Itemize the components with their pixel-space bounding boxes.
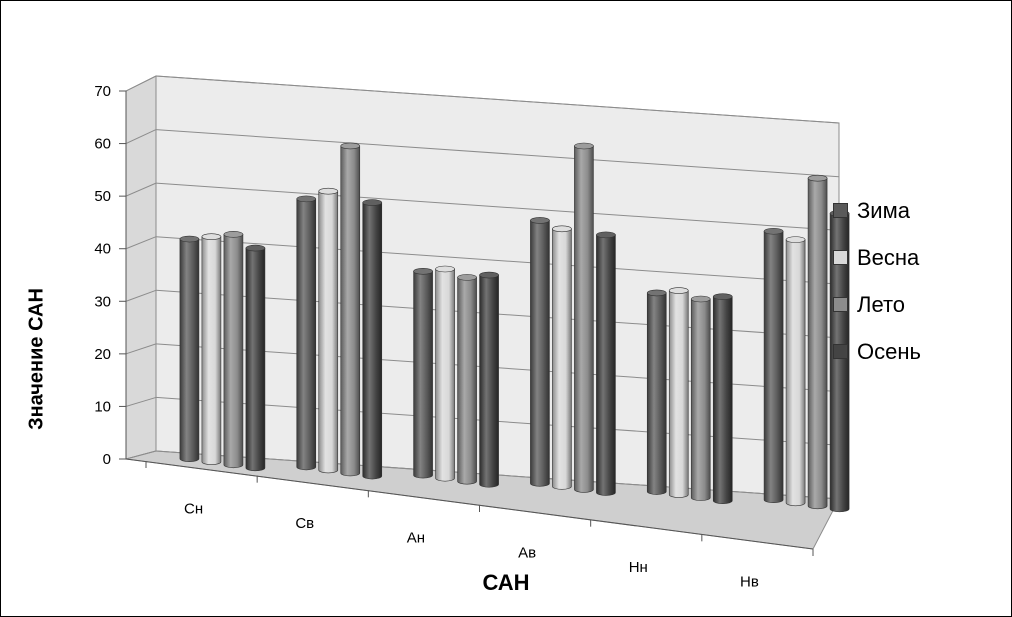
side-gridline [125, 75, 157, 92]
bar-top [668, 287, 689, 294]
bar [413, 271, 433, 479]
legend-item-zima: Зима [833, 187, 921, 234]
category-label: Сн [184, 500, 203, 517]
x-axis-line [125, 458, 814, 550]
bar [530, 220, 550, 487]
bar [179, 238, 200, 462]
bar [712, 296, 733, 504]
bar [318, 190, 339, 474]
bar-top [296, 195, 317, 203]
bar [596, 234, 616, 496]
bar [457, 277, 477, 485]
y-tick-label: 40 [94, 241, 111, 258]
bar [435, 268, 455, 482]
category-label: Нн [629, 559, 648, 576]
legend-swatch-zima [833, 203, 848, 218]
bar-top [763, 227, 784, 235]
y-axis-title: Значение САН [25, 288, 48, 430]
bar-top [457, 274, 477, 281]
bar [552, 228, 572, 490]
bar-top [201, 233, 222, 240]
bar-top [552, 225, 572, 233]
bars [179, 142, 850, 513]
bar [829, 213, 850, 513]
gridline [155, 129, 840, 178]
bar [201, 236, 222, 466]
bar [245, 247, 266, 472]
bar [362, 202, 383, 480]
side-gridline [125, 396, 157, 407]
bar-top [362, 199, 383, 206]
bar-top [596, 231, 616, 239]
y-tick-label: 50 [94, 188, 111, 205]
bar-top [318, 187, 339, 195]
y-tick-label: 70 [94, 83, 111, 100]
bar [479, 274, 499, 488]
bar [296, 198, 317, 471]
bar [668, 290, 689, 498]
category-label: Нв [740, 574, 759, 591]
legend-item-osen: Осень [833, 328, 921, 375]
bar [763, 230, 784, 504]
bar-top [530, 217, 550, 224]
bar-top [574, 142, 594, 150]
gridline [155, 75, 840, 124]
legend-item-vesna: Весна [833, 234, 921, 281]
y-tick-label: 0 [103, 451, 111, 468]
bar-top [413, 268, 433, 275]
legend-item-leto: Лето [833, 281, 921, 328]
side-gridline [125, 236, 157, 250]
legend-label-zima: Зима [857, 197, 910, 223]
gridline [155, 182, 840, 231]
category-label: Ан [407, 530, 425, 547]
bar-top [435, 265, 455, 273]
bar-top [179, 235, 200, 243]
legend-swatch-vesna [833, 250, 848, 265]
category-label: Св [295, 515, 314, 532]
side-gridline [125, 129, 157, 145]
bar-top [479, 271, 499, 279]
legend-label-osen: Осень [857, 338, 921, 364]
gridline [155, 236, 840, 285]
bar-top [223, 231, 244, 238]
x-axis-title: САН [482, 570, 530, 595]
bar-top [646, 289, 667, 297]
bar-top [712, 293, 733, 300]
side-gridline [125, 450, 157, 460]
legend: Зима Весна Лето Осень [833, 187, 921, 375]
y-tick-label: 20 [94, 346, 111, 363]
bar [340, 145, 361, 477]
legend-swatch-osen [833, 344, 848, 359]
bar [785, 239, 806, 507]
y-tick-label: 10 [94, 398, 111, 415]
bar [223, 234, 244, 469]
legend-label-leto: Лето [857, 291, 906, 317]
bar-top [340, 142, 361, 150]
bar-top [785, 236, 806, 243]
category-label: Ав [518, 544, 536, 561]
y-tick-label: 30 [94, 293, 111, 310]
y-tick-label: 60 [94, 136, 111, 153]
bar [807, 177, 828, 510]
side-gridline [125, 343, 157, 355]
side-gridline [125, 182, 157, 197]
legend-swatch-leto [833, 297, 848, 312]
axes [125, 91, 814, 550]
y-tick-labels: 0 10 20 30 40 50 60 70 [94, 83, 126, 468]
category-labels: Сн Св Ан Ав Нн Нв [145, 461, 814, 591]
bar [646, 292, 667, 495]
bar [574, 145, 594, 493]
bar-top [245, 244, 266, 252]
bar [690, 298, 711, 501]
bar-top [690, 295, 711, 303]
bar-top [807, 174, 828, 182]
legend-label-vesna: Весна [857, 244, 920, 270]
side-gridline [125, 289, 157, 302]
